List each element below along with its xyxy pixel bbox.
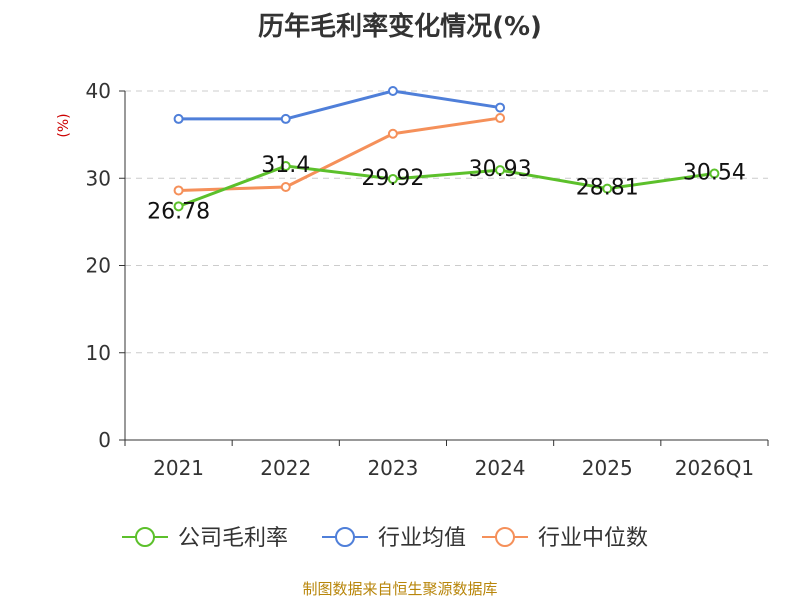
data-point bbox=[709, 168, 720, 179]
legend-marker bbox=[495, 527, 515, 547]
x-tick-label: 2022 bbox=[260, 456, 311, 480]
data-point bbox=[280, 161, 291, 172]
data-point bbox=[173, 113, 184, 124]
y-tick-label: 0 bbox=[98, 428, 111, 452]
data-point bbox=[387, 86, 398, 96]
x-tick-label: 2024 bbox=[475, 456, 526, 480]
series-line bbox=[178, 116, 501, 192]
y-axis-label: (%) bbox=[56, 113, 72, 137]
data-label: 31.4 bbox=[261, 153, 310, 178]
legend-marker bbox=[335, 527, 355, 547]
series-line bbox=[178, 89, 501, 121]
data-point bbox=[387, 173, 398, 184]
legend-marker bbox=[135, 527, 155, 547]
x-tick-label: 2026Q1 bbox=[675, 456, 754, 480]
y-tick-label: 10 bbox=[86, 341, 111, 365]
y-tick-label: 20 bbox=[86, 254, 111, 278]
data-point bbox=[173, 201, 184, 212]
legend-label: 行业中位数 bbox=[538, 526, 648, 551]
data-label: 30.54 bbox=[683, 161, 746, 186]
data-point bbox=[173, 185, 184, 196]
data-point bbox=[495, 113, 506, 124]
data-point bbox=[387, 128, 398, 139]
data-point bbox=[280, 113, 291, 124]
data-label: 29.92 bbox=[361, 166, 424, 191]
source-footer: 制图数据来自恒生聚源数据库 bbox=[302, 580, 498, 598]
y-tick-label: 40 bbox=[86, 79, 111, 103]
data-point bbox=[495, 102, 506, 113]
x-tick-label: 2025 bbox=[582, 456, 633, 480]
series-line bbox=[178, 164, 715, 208]
data-label: 26.78 bbox=[147, 199, 210, 224]
data-point bbox=[602, 183, 613, 194]
data-label: 30.93 bbox=[469, 157, 532, 182]
x-tick-label: 2023 bbox=[367, 456, 418, 480]
legend-label: 公司毛利率 bbox=[178, 526, 288, 551]
legend-label: 行业均值 bbox=[378, 526, 466, 551]
data-label: 28.81 bbox=[576, 176, 639, 201]
chart-title: 历年毛利率变化情况(%) bbox=[258, 12, 542, 42]
data-point bbox=[280, 181, 291, 192]
x-tick-label: 2021 bbox=[153, 456, 204, 480]
data-point bbox=[495, 165, 506, 176]
y-tick-label: 30 bbox=[86, 166, 111, 190]
